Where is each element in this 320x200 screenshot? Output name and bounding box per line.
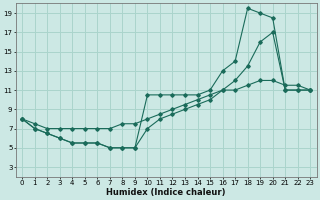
X-axis label: Humidex (Indice chaleur): Humidex (Indice chaleur) xyxy=(107,188,226,197)
